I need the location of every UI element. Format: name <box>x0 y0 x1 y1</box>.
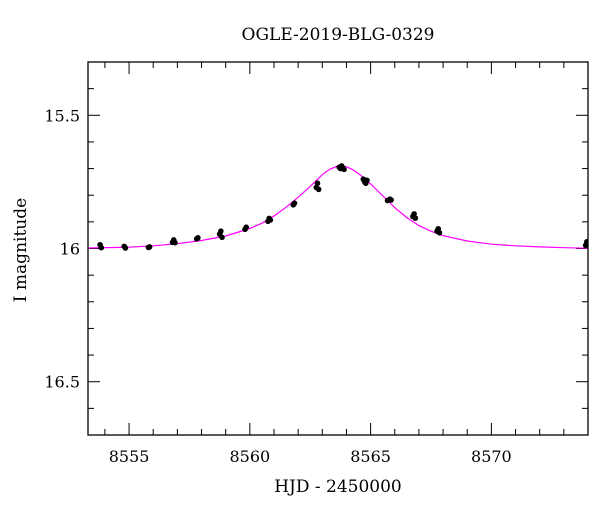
model-curve <box>88 165 588 249</box>
data-point <box>243 224 250 230</box>
data-point <box>267 217 274 223</box>
chart-title: OGLE-2019-BLG-0329 <box>242 25 435 45</box>
data-point <box>436 229 443 236</box>
data-point <box>412 215 419 221</box>
axis-tick-labels: 8555 8560 8565 8570 15.5 16 16.5 <box>44 106 511 466</box>
data-point <box>146 244 153 250</box>
data-point <box>341 166 347 173</box>
data-point <box>364 177 370 184</box>
x-tick-label: 8555 <box>109 447 150 466</box>
y-tick-label: 16 <box>60 240 80 259</box>
data-point <box>195 235 201 241</box>
data-point <box>388 197 394 203</box>
data-point <box>291 200 298 207</box>
y-tick-label: 16.5 <box>44 373 80 392</box>
x-tick-label: 8560 <box>229 447 270 466</box>
data-point <box>172 239 178 246</box>
data-point <box>583 239 588 245</box>
plot-area <box>88 163 588 251</box>
x-axis-label: HJD - 2450000 <box>274 477 402 497</box>
axis-ticks <box>88 61 589 436</box>
x-tick-label: 8570 <box>471 447 512 466</box>
data-point <box>219 234 225 241</box>
data-point <box>314 180 321 187</box>
y-tick-label: 15.5 <box>44 106 80 125</box>
data-point <box>411 211 417 217</box>
data-point <box>98 244 105 251</box>
data-point <box>315 186 322 193</box>
y-axis-label: I magnitude <box>11 198 31 302</box>
data-point <box>122 245 129 251</box>
x-tick-label: 8565 <box>350 447 391 466</box>
plot-frame <box>87 61 589 436</box>
data-point <box>218 228 224 234</box>
